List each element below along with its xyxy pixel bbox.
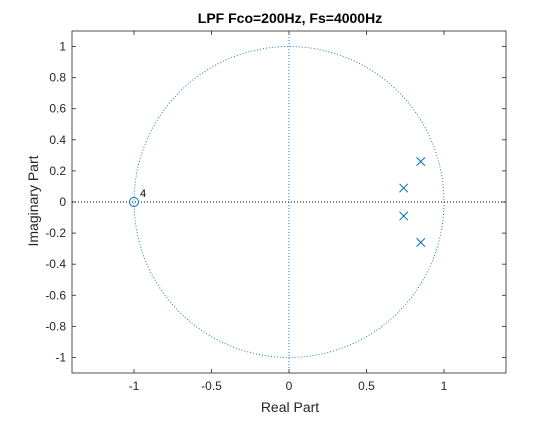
y-tick-label: 0.2 xyxy=(49,164,66,178)
y-tick-label: -0.4 xyxy=(45,257,66,271)
x-tick-label: 1 xyxy=(441,379,448,393)
pole-marker-stroke xyxy=(399,211,409,221)
y-tick-label: -0.2 xyxy=(45,226,66,240)
pole-marker xyxy=(399,211,409,221)
y-tick-label: -1 xyxy=(55,350,66,364)
y-tick-label: 0.4 xyxy=(49,133,66,147)
zero-multiplicity-label: 4 xyxy=(140,188,146,200)
pole-marker-stroke xyxy=(399,183,409,193)
y-axis-label: Imaginary Part xyxy=(25,155,41,246)
y-tick-label: 0.6 xyxy=(49,102,66,116)
pole-marker-stroke xyxy=(416,237,426,247)
y-tick-label: 1 xyxy=(59,40,66,54)
x-tick-label: -0.5 xyxy=(201,379,222,393)
plot-marks: 4 xyxy=(72,31,506,373)
x-axis-ticks: -1 -0.5 0 0.5 1 xyxy=(129,31,448,393)
x-tick-label: -1 xyxy=(129,379,140,393)
y-axis-ticks: -1 -0.8 -0.6 -0.4 -0.2 0 0.2 0.4 0.6 0.8 1 xyxy=(45,40,506,364)
zero-marker xyxy=(129,197,139,207)
x-tick-label: 0 xyxy=(286,379,293,393)
x-axis-label: Real Part xyxy=(261,399,319,415)
pole-marker-stroke xyxy=(416,157,426,167)
pole-marker xyxy=(416,237,426,247)
y-tick-label: 0.8 xyxy=(49,71,66,85)
pole-marker xyxy=(416,157,426,167)
y-tick-label: -0.6 xyxy=(45,288,66,302)
pole-marker xyxy=(399,183,409,193)
y-tick-label: -0.8 xyxy=(45,319,66,333)
chart-title: LPF Fco=200Hz, Fs=4000Hz xyxy=(198,10,382,26)
x-tick-label: 0.5 xyxy=(358,379,375,393)
y-tick-label: 0 xyxy=(59,195,66,209)
